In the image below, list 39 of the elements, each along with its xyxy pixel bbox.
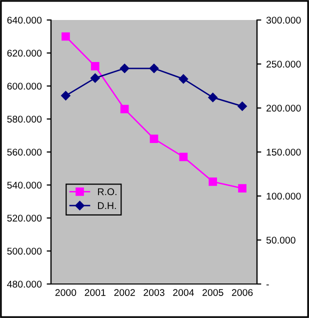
x-tick-label: 2004 — [173, 289, 194, 296]
point — [179, 152, 188, 162]
point — [238, 102, 247, 111]
point — [120, 64, 130, 74]
y-tick-label: 540.000 — [7, 182, 42, 189]
y-tick-label: 620.000 — [7, 50, 42, 57]
y-tick-label: 640.000 — [7, 16, 42, 24]
y2-tick-label: 100.000 — [266, 192, 301, 200]
x-tick-label: 2002 — [114, 289, 135, 296]
x-tick-label: 2006 — [232, 289, 253, 296]
point — [62, 32, 70, 41]
point — [61, 91, 70, 100]
y2-tick-label: 250.000 — [266, 60, 301, 68]
point — [238, 184, 246, 192]
y2-tick-label: 50.000 — [266, 236, 296, 244]
y-tick-label: 580.000 — [7, 116, 42, 123]
y2-tick-label: 300.000 — [266, 16, 301, 24]
point — [149, 64, 159, 74]
x-tick-label: 2001 — [84, 289, 106, 296]
point — [208, 178, 218, 186]
legend-label: D.H. — [98, 202, 116, 209]
y2-tick-label: 150.000 — [266, 148, 301, 156]
legend-label: R.O. — [98, 188, 116, 196]
x-tick-label: 2003 — [144, 289, 164, 296]
y-tick-label: 500.000 — [7, 248, 42, 255]
point — [90, 73, 100, 83]
y-tick-label: 480.000 — [7, 280, 42, 288]
y2-tick-label: - — [266, 284, 269, 286]
y-tick-label: 560.000 — [7, 148, 42, 156]
point — [178, 74, 188, 84]
x-tick-label: 2000 — [55, 289, 76, 296]
y-tick-label: 600.000 — [7, 82, 42, 90]
point — [208, 92, 218, 102]
point — [150, 134, 158, 143]
point — [90, 62, 100, 70]
y-tick-label: 520.000 — [7, 214, 42, 222]
point — [120, 104, 129, 114]
x-tick-label: 2005 — [202, 289, 224, 296]
y2-tick-label: 200.000 — [266, 104, 301, 112]
